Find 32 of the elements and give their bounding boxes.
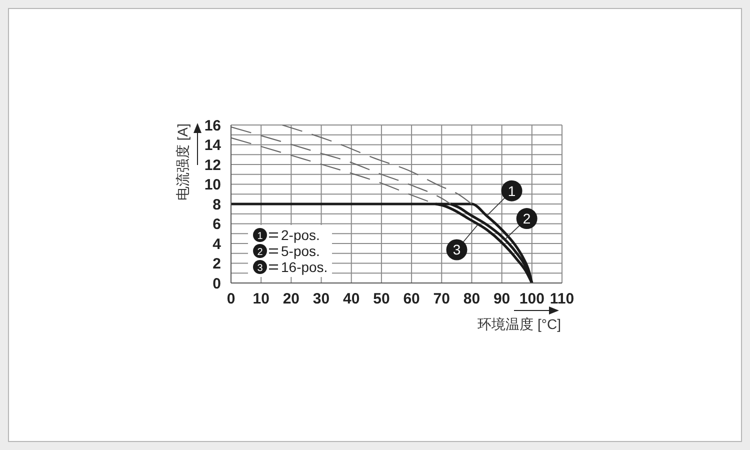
x-tick-label: 40 [343,290,360,308]
x-tick-label: 90 [493,290,510,308]
x-tick-label: 100 [519,290,544,308]
x-axis-title: 环境温度 [°C] [478,316,561,334]
legend-label: 16-pos. [281,259,328,275]
y-tick-label: 4 [212,236,222,253]
y-tick-label: 8 [212,196,221,214]
y-tick-label: 2 [212,256,221,273]
y-tick-label: 0 [212,275,221,292]
y-tick-label: 16 [204,117,221,134]
x-tick-label: 10 [252,290,270,308]
x-tick-label: 60 [403,290,420,308]
circle-icon: 3 [253,260,267,274]
legend-label: 5-pos. [281,243,320,259]
x-tick-label: 80 [463,290,480,308]
annotation: 1 [508,182,516,199]
x-tick-label: 30 [312,290,330,308]
circle-icon: 1 [253,228,267,242]
x-tick-label: 110 [550,290,574,308]
y-tick-label: 10 [204,176,221,194]
circle-icon: 2 [253,244,267,258]
y-axis-title: 电流强度 [A] [174,123,190,201]
x-tick-label: 70 [433,290,450,308]
annotation: 2 [522,210,531,227]
x-tick-label: 0 [226,290,236,308]
x-tick-label: 20 [282,290,300,308]
y-tick-label: 14 [204,137,222,154]
annotation: 3 [452,242,461,258]
y-tick-label: 12 [204,156,221,174]
x-tick-label: 50 [373,290,390,308]
y-tick-label: 6 [212,216,221,234]
legend-label: 2-pos. [281,227,320,243]
